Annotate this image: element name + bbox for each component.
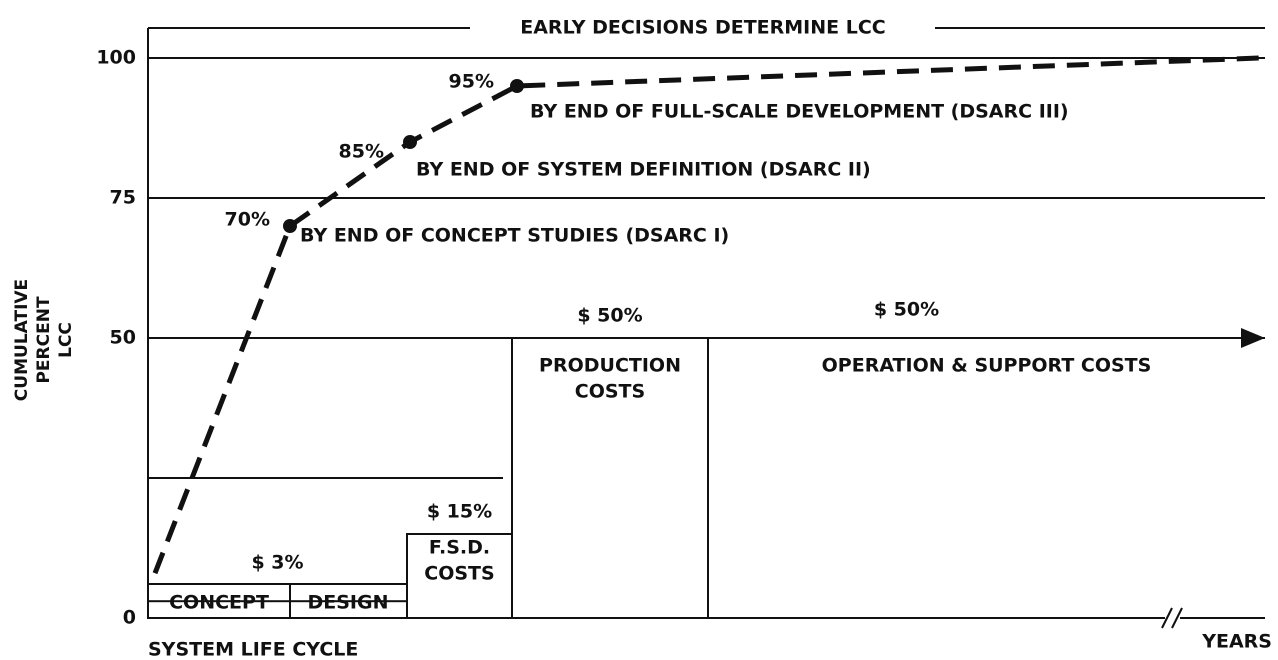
bar-category-label: CONCEPT bbox=[169, 592, 269, 614]
y-tick-label: 75 bbox=[110, 187, 136, 209]
x-axis-label: SYSTEM LIFE CYCLE bbox=[148, 639, 358, 660]
bar-value-label: $ 50% bbox=[874, 299, 939, 321]
bar-category-label: DESIGN bbox=[307, 592, 388, 614]
milestone-point bbox=[283, 219, 297, 233]
milestone-point bbox=[510, 79, 524, 93]
bar-category-label: F.S.D. bbox=[429, 537, 490, 559]
chart-title: EARLY DECISIONS DETERMINE LCC bbox=[520, 17, 886, 39]
bar-category-label: OPERATION & SUPPORT COSTS bbox=[822, 355, 1152, 377]
bar-category-label: COSTS bbox=[424, 563, 494, 585]
cost-bar bbox=[511, 337, 709, 619]
x-end-label: YEARS bbox=[1201, 631, 1272, 653]
axis-break bbox=[1171, 607, 1183, 629]
annotation: BY END OF SYSTEM DEFINITION (DSARC II) bbox=[416, 159, 871, 181]
point-label: 85% bbox=[339, 141, 384, 163]
arrow-head bbox=[1241, 328, 1265, 348]
bar-value-label: $ 15% bbox=[427, 501, 492, 523]
y-axis-label: PERCENT bbox=[34, 296, 54, 383]
annotation: BY END OF FULL-SCALE DEVELOPMENT (DSARC … bbox=[530, 101, 1069, 123]
point-label: 95% bbox=[449, 71, 494, 93]
bar-value-label: $ 3% bbox=[251, 552, 303, 574]
bar-value-label: $ 50% bbox=[577, 305, 642, 327]
bar-category-label: COSTS bbox=[575, 381, 645, 403]
bar-category-label: PRODUCTION bbox=[539, 355, 681, 377]
y-axis-label: CUMULATIVE bbox=[12, 279, 32, 401]
y-tick-label: 100 bbox=[96, 47, 136, 69]
milestone-point bbox=[403, 135, 417, 149]
annotation: BY END OF CONCEPT STUDIES (DSARC I) bbox=[300, 225, 729, 247]
point-label: 70% bbox=[225, 209, 270, 231]
y-tick-label: 0 bbox=[123, 607, 136, 629]
y-tick-label: 50 bbox=[110, 327, 136, 349]
axis-break bbox=[1161, 607, 1173, 629]
y-axis-label: LCC bbox=[56, 322, 76, 358]
